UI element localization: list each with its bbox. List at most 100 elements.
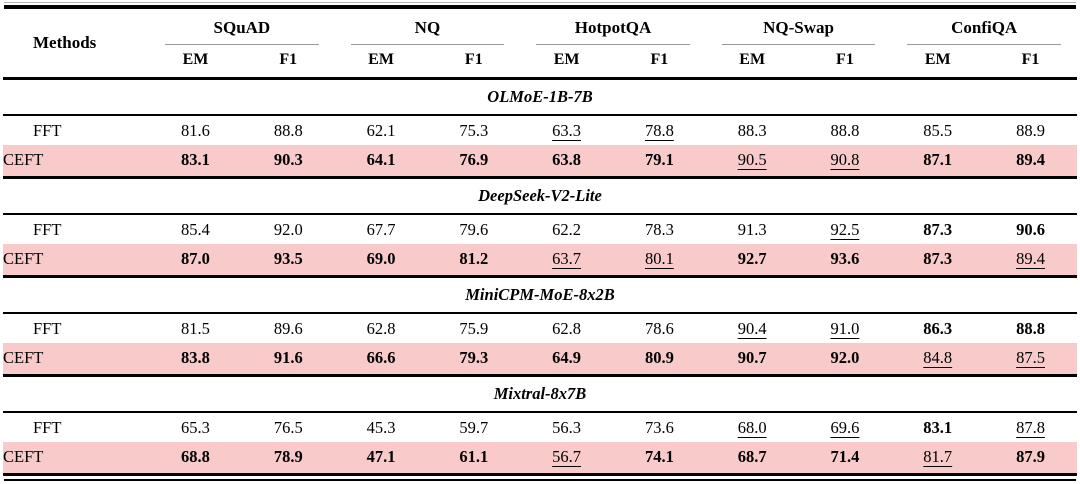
metric-value: 83.1 (923, 418, 953, 437)
table-body: OLMoE-1B-7B FFT 81.6 88.8 62.1 75.3 63.3 78.8 88… (3, 77, 1077, 476)
metric-value: 62.2 (552, 220, 582, 239)
metric-value: 88.8 (830, 121, 860, 140)
metric-value: 78.8 (644, 121, 674, 140)
metric-value: 92.5 (830, 220, 860, 239)
method-label: CEFT (3, 442, 150, 476)
metric-value: 68.7 (705, 442, 799, 476)
metric-value: 93.6 (830, 249, 860, 268)
metric-value: 69.0 (366, 249, 396, 268)
metric-value: 61.1 (427, 442, 521, 476)
metric-value: 93.5 (273, 249, 303, 268)
metric-value: 69.6 (830, 418, 860, 437)
model-name-label: DeepSeek-V2-Lite (3, 176, 1077, 215)
metric-value: 88.8 (273, 121, 303, 140)
metric-value: 90.4 (737, 319, 767, 338)
model-section-row: DeepSeek-V2-Lite (3, 176, 1077, 215)
metric-value: 73.6 (644, 418, 674, 437)
metric-value: 90.8 (830, 150, 860, 169)
metric-value: 91.6 (273, 348, 303, 367)
metric-value: 79.3 (459, 348, 489, 367)
subheader-hotpotqa-f1: F1 (612, 45, 706, 80)
metric-value: 56.3 (552, 418, 582, 437)
metric-value: 85.4 (181, 220, 210, 239)
metric-value: 87.9 (984, 442, 1077, 476)
result-row-fft: FFT 65.3 76.5 45.3 59.7 56.3 73.6 68.0 69.6 83.1 8… (3, 412, 1077, 442)
result-row-ceft: CEFT 68.8 78.9 47.1 61.1 56.7 74.1 68.7 71.4 81.7… (3, 442, 1077, 476)
metric-subheader-row: EM F1 EM F1 EM F1 EM F1 EM F1 (3, 45, 1077, 80)
result-row-ceft: CEFT 87.0 93.5 69.0 81.2 63.7 80.1 92.7 93.6 87.3… (3, 244, 1077, 277)
metric-value: 78.3 (644, 220, 674, 239)
metric-value: 88.3 (737, 121, 767, 140)
result-row-fft: FFT 81.6 88.8 62.1 75.3 63.3 78.8 88.3 88.8 85.5 8… (3, 115, 1077, 145)
metric-value: 89.6 (273, 319, 303, 338)
method-label: FFT (33, 418, 62, 437)
metric-value: 87.8 (1016, 418, 1045, 437)
metric-value: 89.4 (1016, 249, 1045, 268)
metric-value: 78.9 (241, 442, 335, 476)
metric-value: 89.4 (1016, 150, 1045, 169)
model-name-label: OLMoE-1B-7B (3, 77, 1077, 116)
metric-value: 63.8 (552, 150, 582, 169)
metric-value: 87.5 (1016, 348, 1045, 367)
model-section-row: MiniCPM-MoE-8x2B (3, 275, 1077, 314)
method-label: CEFT (3, 348, 44, 367)
subheader-hotpotqa-em: EM (520, 45, 613, 80)
metric-value: 64.1 (366, 150, 396, 169)
method-label: FFT (33, 121, 62, 140)
metric-value: 47.1 (334, 442, 428, 476)
metric-value: 64.9 (552, 348, 582, 367)
metric-value: 81.5 (181, 319, 210, 338)
metric-value: 62.1 (366, 121, 396, 140)
metric-value: 78.6 (644, 319, 674, 338)
metric-value: 90.5 (737, 150, 767, 169)
metric-value: 56.7 (520, 442, 613, 476)
subheader-squad-f1: F1 (241, 45, 335, 80)
metric-value: 88.8 (1016, 319, 1045, 338)
metric-value: 75.9 (459, 319, 489, 338)
metric-value: 68.0 (737, 418, 767, 437)
model-section-row: OLMoE-1B-7B (3, 77, 1077, 116)
metric-value: 81.6 (181, 121, 210, 140)
subheader-nqswap-f1: F1 (798, 45, 892, 80)
model-name-label: Mixtral-8x7B (3, 374, 1077, 413)
table-header: Methods SQuAD NQ HotpotQA NQ-Swap ConfiQ… (3, 9, 1077, 80)
group-header-nqswap: NQ-Swap (706, 9, 892, 45)
group-label-squad: SQuAD (165, 18, 319, 45)
result-row-ceft: CEFT 83.8 91.6 66.6 79.3 64.9 80.9 90.7 92.0 84.8… (3, 343, 1077, 376)
result-row-ceft: CEFT 83.1 90.3 64.1 76.9 63.8 79.1 90.5 90.8 87.1… (3, 145, 1077, 178)
group-header-row: Methods SQuAD NQ HotpotQA NQ-Swap ConfiQ… (3, 9, 1077, 52)
bottom-rule-thin (4, 479, 1076, 481)
results-table: Methods SQuAD NQ HotpotQA NQ-Swap ConfiQ… (3, 9, 1077, 476)
metric-value: 74.1 (612, 442, 706, 476)
subheader-nqswap-em: EM (705, 45, 799, 80)
methods-column-header: Methods (33, 33, 97, 52)
metric-value: 81.2 (459, 249, 489, 268)
metric-value: 71.4 (798, 442, 892, 476)
metric-value: 87.3 (923, 249, 953, 268)
metric-value: 67.7 (366, 220, 396, 239)
metric-value: 81.7 (891, 442, 985, 476)
group-header-confiqa: ConfiQA (891, 9, 1077, 45)
group-label-nqswap: NQ-Swap (721, 18, 876, 45)
metric-value: 86.3 (923, 319, 953, 338)
metric-value: 91.0 (830, 319, 860, 338)
metric-value: 76.5 (273, 418, 303, 437)
metric-value: 87.0 (181, 249, 210, 268)
metric-value: 76.9 (459, 150, 489, 169)
metric-value: 84.8 (923, 348, 953, 367)
metric-value: 45.3 (366, 418, 396, 437)
group-header-nq: NQ (335, 9, 521, 45)
metric-value: 75.3 (459, 121, 489, 140)
metric-value: 65.3 (181, 418, 210, 437)
metric-value: 80.1 (644, 249, 674, 268)
metric-value: 62.8 (366, 319, 396, 338)
metric-value: 92.7 (737, 249, 767, 268)
metric-value: 80.9 (644, 348, 674, 367)
subheader-squad-em: EM (149, 45, 242, 80)
method-label: FFT (33, 220, 62, 239)
model-name-label: MiniCPM-MoE-8x2B (3, 275, 1077, 314)
metric-value: 90.6 (1016, 220, 1045, 239)
metric-value: 85.5 (923, 121, 953, 140)
subheader-nq-f1: F1 (427, 45, 521, 80)
method-label: CEFT (3, 249, 44, 268)
